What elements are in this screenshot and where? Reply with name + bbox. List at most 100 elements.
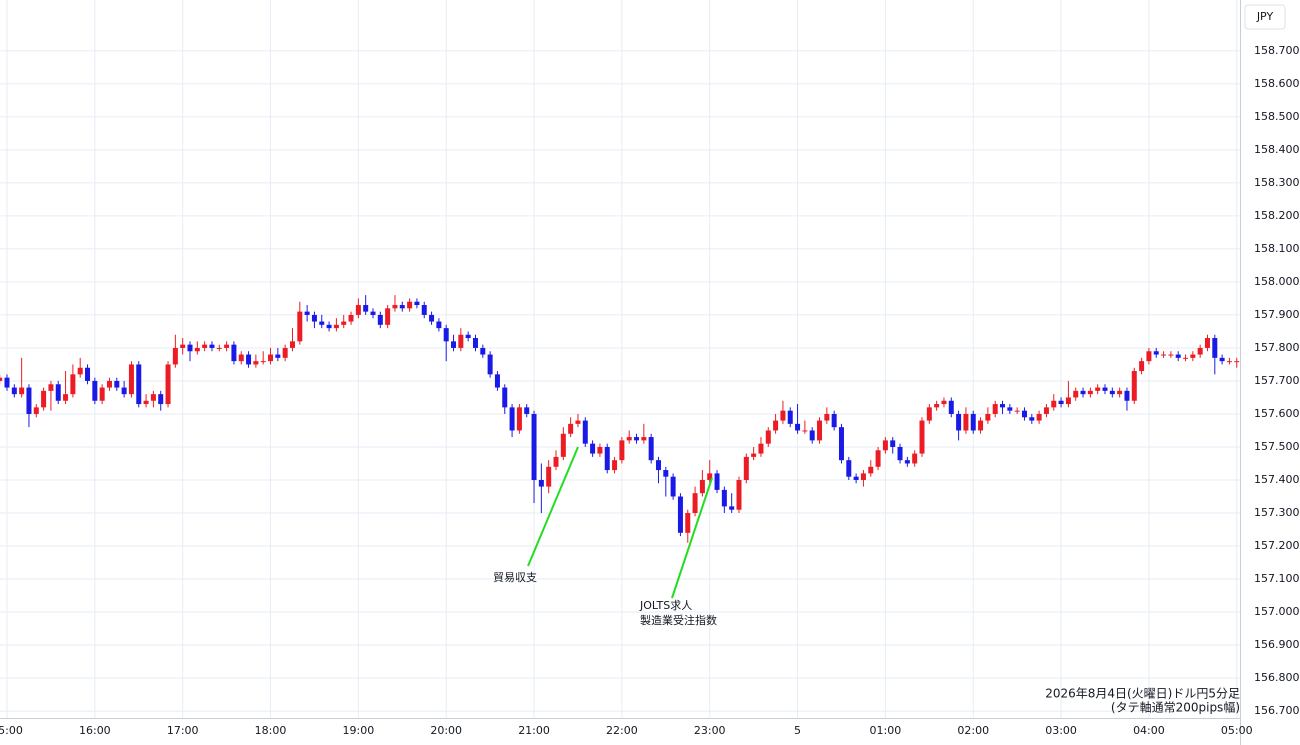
x-tick-label: 23:00 [694, 724, 726, 737]
candle-body [1226, 361, 1232, 363]
candle-body [150, 394, 156, 401]
candle-body [824, 413, 830, 421]
candle-body [751, 453, 757, 457]
currency-box [1244, 4, 1286, 30]
candle-body [670, 476, 676, 497]
candle-body [648, 437, 654, 461]
candles [0, 295, 1240, 543]
candle-body [326, 324, 332, 329]
candle-body [194, 347, 200, 352]
caption: (タテ軸通常200pips幅) [1111, 700, 1240, 715]
y-tick-label: 157.700 [1254, 374, 1300, 387]
candle-body [282, 347, 288, 358]
y-tick-label: 157.300 [1254, 506, 1300, 519]
grid [0, 0, 1240, 718]
annotation-line [671, 477, 713, 599]
y-tick-label: 157.600 [1254, 407, 1300, 420]
candle-body [451, 341, 457, 348]
candle-body [377, 314, 383, 325]
candle-body [1124, 390, 1130, 401]
candle-body [1073, 390, 1079, 398]
candle-body [641, 437, 647, 441]
candle-body [429, 314, 435, 322]
candle-body [106, 380, 112, 388]
candle-body [817, 420, 823, 441]
candle-body [846, 460, 852, 477]
candle-body [868, 466, 874, 474]
candle-body [897, 446, 903, 461]
candle-body [114, 380, 120, 388]
candle-body [597, 446, 603, 454]
candle-body [304, 311, 310, 315]
candle-body [172, 347, 178, 365]
candle-body [634, 437, 640, 441]
candle-body [934, 404, 940, 408]
candle-body [531, 413, 537, 480]
x-tick-label: 16:00 [79, 724, 111, 737]
candle-body [231, 344, 237, 362]
candle-body [1058, 400, 1064, 405]
candle-body [0, 377, 3, 381]
candle-body [238, 354, 244, 362]
x-tick-label: 20:00 [430, 724, 462, 737]
candle-body [246, 354, 252, 365]
candle-body [77, 367, 83, 375]
x-tick-label: 17:00 [167, 724, 199, 737]
candle-body [1168, 354, 1174, 356]
y-tick-label: 157.800 [1254, 341, 1300, 354]
candle-body [575, 420, 581, 424]
candle-body [707, 473, 713, 480]
candle-body [224, 344, 230, 348]
candle-body [465, 334, 471, 339]
candle-body [553, 456, 559, 467]
x-tick-label: 22:00 [606, 724, 638, 737]
candle-body [1109, 390, 1115, 395]
candle-body [780, 410, 786, 421]
y-tick-label: 157.100 [1254, 572, 1300, 585]
candle-body [494, 374, 500, 388]
y-tick-label: 158.600 [1254, 77, 1300, 90]
candle-body [524, 407, 530, 414]
y-tick-label: 158.100 [1254, 242, 1300, 255]
x-tick-label: 05:00 [1221, 724, 1253, 737]
candle-body [1153, 351, 1159, 355]
candle-body [590, 443, 596, 454]
candle-body [1036, 413, 1042, 421]
candle-body [92, 380, 98, 401]
candle-body [348, 314, 354, 322]
annotation-line [527, 446, 579, 567]
x-tick-label: 03:00 [1045, 724, 1077, 737]
candle-body [136, 364, 142, 405]
candle-body [795, 423, 801, 431]
candle-body [560, 433, 566, 457]
candle-body [297, 311, 303, 342]
candle-body [1234, 361, 1240, 363]
candle-body [612, 460, 618, 471]
annotation: 製造業受注指数 [640, 613, 717, 627]
candle-body [260, 361, 266, 363]
candle-body [55, 384, 61, 401]
candle-body [546, 466, 552, 487]
candle-body [216, 347, 222, 349]
candle-body [568, 423, 574, 434]
candle-body [970, 413, 976, 431]
candle-body [187, 344, 193, 352]
candle-body [1117, 390, 1123, 395]
candle-body [765, 430, 771, 444]
candle-body [509, 407, 515, 431]
candle-body [1029, 417, 1035, 421]
candle-body [458, 334, 464, 348]
y-tick-label: 156.700 [1254, 704, 1300, 717]
candle-body [882, 440, 888, 451]
candle-body [663, 470, 669, 477]
candle-body [985, 413, 991, 421]
y-tick-label: 157.000 [1254, 605, 1300, 618]
candle-body [860, 473, 866, 480]
axes: 156.700 156.800 156.900 157.000 157.100 157.2… [0, 44, 1300, 737]
candle-body [838, 427, 844, 461]
candle-body [831, 413, 837, 428]
candle-body [721, 489, 727, 507]
y-tick-label: 158.200 [1254, 209, 1300, 222]
candle-body [809, 430, 815, 441]
candle-body [26, 387, 32, 414]
